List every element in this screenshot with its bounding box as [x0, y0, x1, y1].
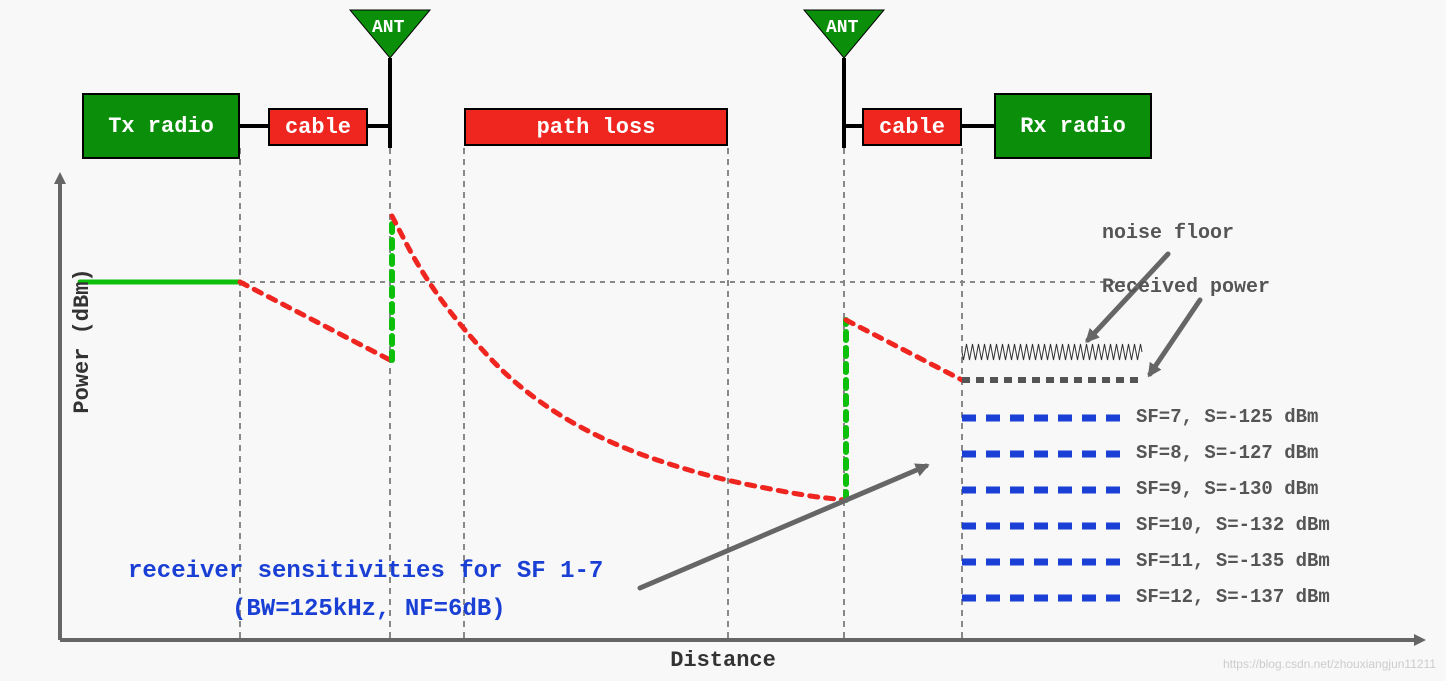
x-axis-label: Distance — [670, 648, 776, 673]
noise-floor-label: noise floor — [1102, 222, 1234, 245]
pathloss-label: path loss — [537, 115, 656, 140]
cable1-label: cable — [285, 115, 351, 140]
watermark: https://blog.csdn.net/zhouxiangjun11211 — [1223, 657, 1436, 671]
rx-radio-label: Rx radio — [1020, 114, 1126, 139]
diagram-root: Tx radio cable path loss cable Rx radio … — [0, 0, 1446, 681]
sf-label-4: SF=11, S=-135 dBm — [1136, 550, 1330, 572]
received-power-label: Received power — [1102, 276, 1270, 299]
tx-radio-label: Tx radio — [108, 114, 214, 139]
receiver-sensitivity-text2: (BW=125kHz, NF=6dB) — [232, 596, 506, 623]
cable2-box: cable — [862, 108, 962, 146]
y-axis-label: Power (dBm) — [70, 268, 95, 413]
sf-label-1: SF=8, S=-127 dBm — [1136, 442, 1318, 464]
sf-label-2: SF=9, S=-130 dBm — [1136, 478, 1318, 500]
cable1-box: cable — [268, 108, 368, 146]
sf-label-3: SF=10, S=-132 dBm — [1136, 514, 1330, 536]
ant2-label: ANT — [826, 18, 858, 38]
ant1-label: ANT — [372, 18, 404, 38]
pathloss-box: path loss — [464, 108, 728, 146]
tx-radio-box: Tx radio — [82, 93, 240, 159]
receiver-sensitivity-text1: receiver sensitivities for SF 1-7 — [128, 558, 603, 585]
rx-radio-box: Rx radio — [994, 93, 1152, 159]
sf-label-5: SF=12, S=-137 dBm — [1136, 586, 1330, 608]
sf-label-0: SF=7, S=-125 dBm — [1136, 406, 1318, 428]
sensitivity-lines — [962, 418, 1126, 598]
cable2-label: cable — [879, 115, 945, 140]
noise-floor — [962, 344, 1142, 360]
